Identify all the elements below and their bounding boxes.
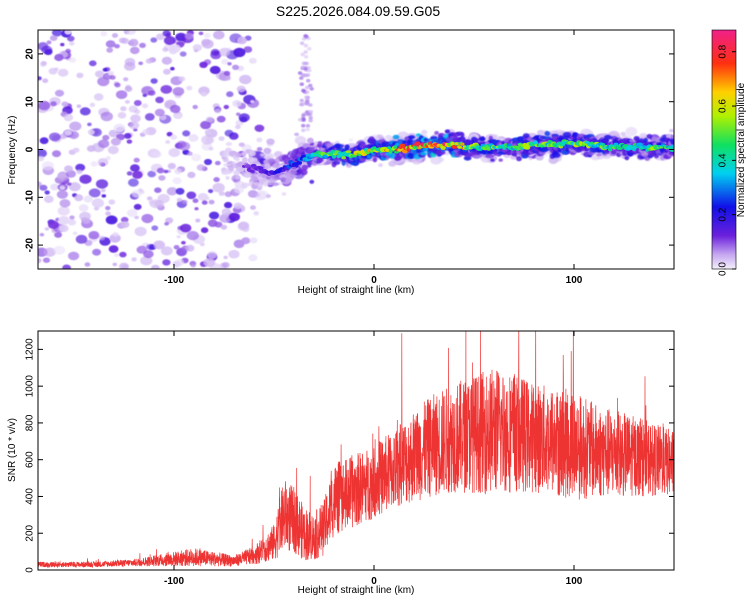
snr-y-tick-label: 0 [25, 567, 36, 573]
spectrogram-x-axis-label: Height of straight line (km) [298, 285, 415, 296]
spectrogram-y-tick-label: 0 [25, 146, 36, 152]
spectrogram-x-tick-label: -100 [164, 275, 184, 286]
snr-y-tick-label: 600 [25, 451, 36, 468]
colorbar-label: Normalized spectral amplitude [736, 82, 747, 217]
snr-series-line [38, 331, 674, 569]
colorbar-tick-label: 0.4 [718, 153, 729, 167]
figure-title: S225.2026.084.09.59.G05 [276, 3, 440, 19]
spectrogram-x-tick-label: 0 [371, 275, 377, 286]
colorbar-tick-label: 0.6 [718, 99, 729, 113]
snr-y-tick-label: 200 [25, 524, 36, 541]
snr-x-axis-label: Height of straight line (km) [298, 585, 415, 596]
colorbar-ticks: 0.0 0.2 0.4 0.6 0.8 [718, 44, 736, 276]
spectrogram-y-axis-label: Frequency (Hz) [7, 116, 18, 185]
spectrogram-y-tick-label: 10 [25, 96, 36, 108]
spectrogram-y-tick-label: 20 [25, 48, 36, 60]
spectrogram-y-tick-label: -20 [25, 237, 36, 252]
snr-x-tick-label: 0 [371, 576, 377, 587]
snr-x-tick-label: 100 [566, 576, 583, 587]
spectrogram-image [38, 30, 674, 269]
colorbar-scale [711, 29, 737, 270]
snr-y-tick-label: 800 [25, 414, 36, 431]
colorbar-tick-label: 0.8 [718, 44, 729, 58]
snr-y-tick-label: 1200 [25, 338, 36, 361]
snr-y-tick-label: 400 [25, 488, 36, 505]
snr-frame [37, 330, 675, 571]
colorbar-tick-label: 0.2 [718, 207, 729, 221]
spectrogram-x-tick-label: 100 [566, 275, 583, 286]
spectrogram-y-tick-label: -10 [25, 190, 36, 205]
snr-y-tick-label: 1000 [25, 375, 36, 398]
snr-y-axis-label: SNR (10 * v/v) [7, 418, 18, 482]
snr-x-tick-label: -100 [164, 576, 184, 587]
colorbar-tick-label: 0.0 [718, 262, 729, 276]
colorbar: 0.0 0.2 0.4 0.6 0.8 Normalized spectral ampl… [711, 29, 747, 276]
